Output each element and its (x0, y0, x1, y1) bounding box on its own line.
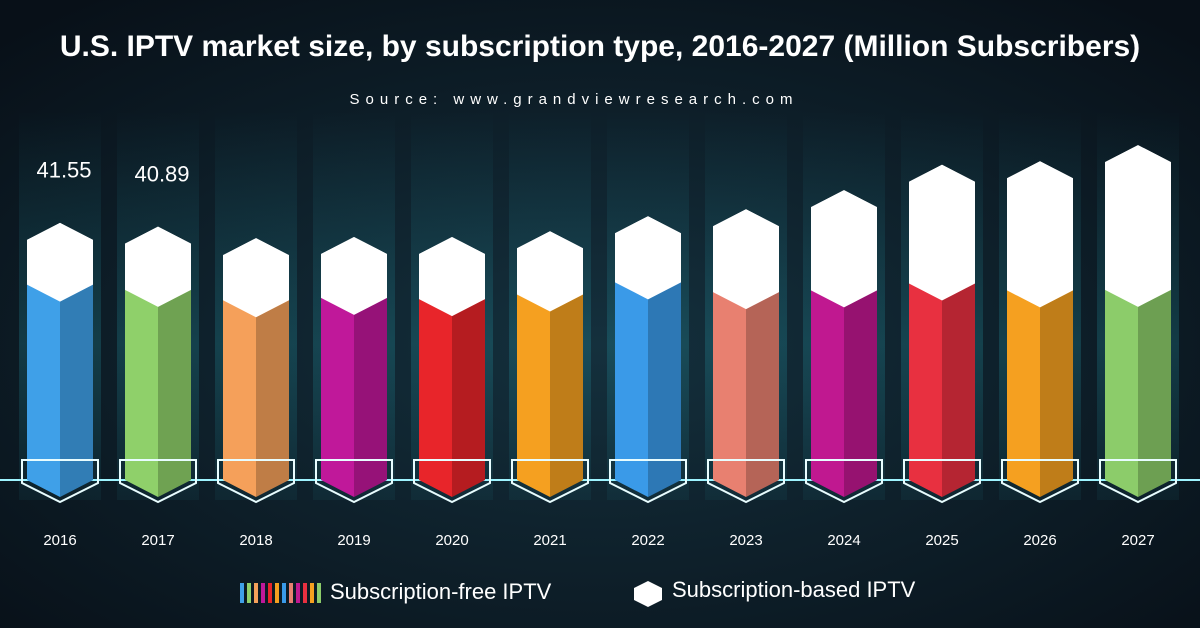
bar-segment (517, 277, 583, 497)
bar-shade (354, 297, 387, 497)
bar-outline (903, 459, 981, 504)
bar-segment (1007, 161, 1073, 308)
bar-segment (1007, 273, 1073, 497)
bar-segment (615, 265, 681, 497)
bar-shade (550, 294, 583, 497)
bar-segment (27, 267, 93, 497)
x-tick-label: 2017 (141, 532, 174, 549)
legend-icon (634, 581, 662, 607)
legend-label: Subscription-free IPTV (330, 579, 552, 604)
bar-outline (1099, 459, 1177, 504)
bar-shade (60, 284, 93, 497)
x-tick-label: 2026 (1023, 532, 1056, 549)
legend-icon-stripe (261, 583, 265, 603)
legend-icon-stripe (296, 583, 300, 603)
x-tick-label: 2027 (1121, 532, 1154, 549)
bar-segment (223, 283, 289, 497)
bar-shade (1040, 290, 1073, 497)
x-tick-label: 2021 (533, 532, 566, 549)
bar-cap-shade (321, 237, 387, 272)
legend-icon-stripe (303, 583, 307, 603)
bar-cap-shade (125, 226, 191, 261)
legend-icon-stripe (310, 583, 314, 603)
x-tick-label: 2023 (729, 532, 762, 549)
bar-cap-shade (1105, 145, 1171, 180)
bar-shade (452, 299, 485, 497)
legend-icon-stripe (240, 583, 244, 603)
bar-cap-shade (1007, 161, 1073, 196)
bar-segment (1105, 272, 1171, 497)
bar-cap-shade (27, 222, 93, 257)
bar-cap-shade (811, 190, 877, 225)
bar-segment (125, 272, 191, 497)
x-tick-label: 2025 (925, 532, 958, 549)
bar-shade (942, 283, 975, 497)
bar-cap-shade (419, 237, 485, 272)
legend-icon-stripe (268, 583, 272, 603)
bar-outline (413, 459, 491, 504)
bar-outline (609, 459, 687, 504)
x-tick-label: 2016 (43, 532, 76, 549)
bar-segment (713, 275, 779, 497)
x-tick-label: 2024 (827, 532, 860, 549)
legend-icon-stripe (289, 583, 293, 603)
bar-cap-shade (223, 238, 289, 273)
bar-segment (811, 190, 877, 308)
total-label: 41.55 (36, 158, 91, 183)
bar-shade (746, 292, 779, 497)
x-tick-label: 2019 (337, 532, 370, 549)
bar-segment (811, 273, 877, 497)
legend: Subscription-free IPTV Subscription-base… (240, 577, 916, 607)
legend-label: Subscription-based IPTV (672, 577, 916, 602)
bar-shade (256, 300, 289, 497)
bar-outline (315, 459, 393, 504)
legend-icon-stripe (317, 583, 321, 603)
bar-cap-shade (517, 231, 583, 266)
bar-cap-shade (615, 216, 681, 251)
bar-outline (511, 459, 589, 504)
total-label: 40.89 (134, 161, 189, 186)
bar-shade (648, 282, 681, 497)
bar-outline (217, 459, 295, 504)
bar-shade (844, 290, 877, 497)
bar-outline (707, 459, 785, 504)
chart-subtitle: Source: www.grandviewresearch.com (350, 91, 799, 108)
bar-outline (1001, 459, 1079, 504)
bar-segment (909, 266, 975, 497)
bar-outline (119, 459, 197, 504)
bar-cap-shade (713, 209, 779, 244)
bar-shade (1138, 289, 1171, 497)
bar-shade (158, 289, 191, 497)
legend-icon-stripe (254, 583, 258, 603)
bar-segment (1105, 145, 1171, 307)
chart-title: U.S. IPTV market size, by subscription t… (60, 30, 1140, 63)
bar-segment (419, 282, 485, 497)
x-tick-label: 2022 (631, 532, 664, 549)
legend-icon-stripe (282, 583, 286, 603)
bar-outline (805, 459, 883, 504)
x-tick-label: 2018 (239, 532, 272, 549)
bar-segment (321, 280, 387, 497)
bar-cap-shade (909, 164, 975, 199)
legend-icon-stripe (247, 583, 251, 603)
legend-icon-stripe (275, 583, 279, 603)
x-tick-label: 2020 (435, 532, 468, 549)
bar-outline (21, 459, 99, 504)
bar-segment (909, 164, 975, 301)
